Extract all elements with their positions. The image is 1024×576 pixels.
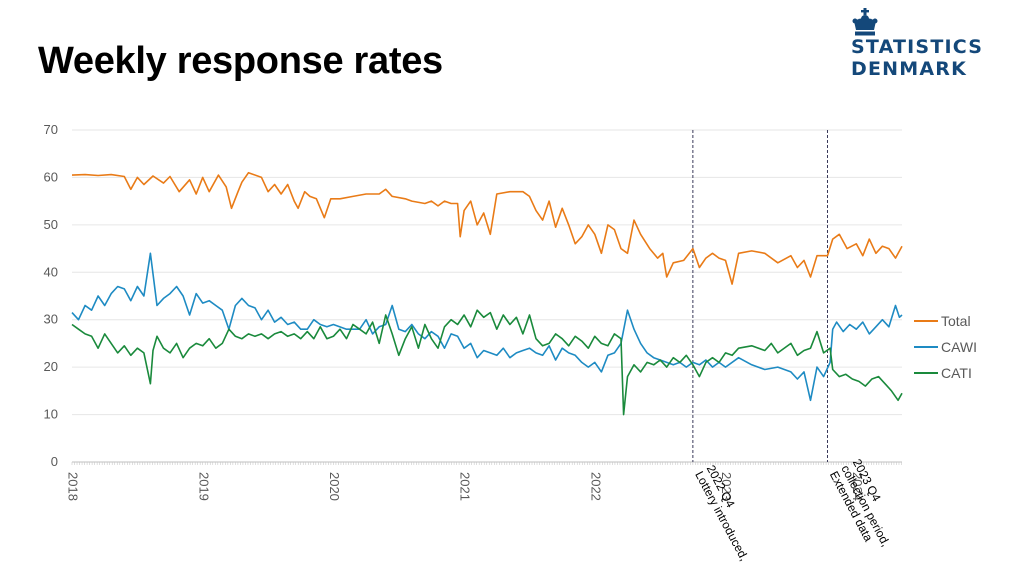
legend-label-total: Total [941,313,971,329]
series-lines [71,171,903,416]
y-tick-label-0: 0 [51,454,58,469]
annotation-lines [692,130,828,462]
series-line-total [71,171,903,285]
grid-lines [72,129,902,463]
brand-line-statistics: STATISTICS [851,36,984,58]
x-tick-label-2018: 2018 [66,472,81,501]
x-tick-label-2023: 2023 [719,472,734,501]
y-tick-label-50: 50 [44,217,58,232]
legend: Total CAWI CATI [914,313,977,381]
x-tick-label-2024: 2024 [850,472,865,501]
legend-label-cawi: CAWI [941,339,977,355]
y-tick-label-60: 60 [44,169,58,184]
x-tick-label-2022: 2022 [588,472,603,501]
y-tick-label-30: 30 [44,312,58,327]
x-minor-ticks [71,462,902,465]
crown-icon [852,8,878,36]
y-tick-label-40: 40 [44,264,58,279]
page-title: Weekly response rates [38,40,443,82]
y-tick-label-70: 70 [44,122,58,137]
x-axis-labels: 2018 2019 2020 2021 2022 2023 2024 [66,472,865,501]
statistics-denmark-logo: STATISTICS DENMARK [851,8,1001,88]
y-tick-label-20: 20 [44,359,58,374]
x-tick-label-2021: 2021 [458,472,473,501]
series-line-cawi [71,252,903,402]
brand-line-denmark: DENMARK [851,58,968,80]
y-axis-labels: 0 10 20 30 40 50 60 70 [44,122,58,469]
legend-label-cati: CATI [941,365,972,381]
x-tick-label-2019: 2019 [196,472,211,501]
y-tick-label-10: 10 [44,407,58,422]
series-line-cati [71,309,903,416]
x-tick-label-2020: 2020 [327,472,342,501]
